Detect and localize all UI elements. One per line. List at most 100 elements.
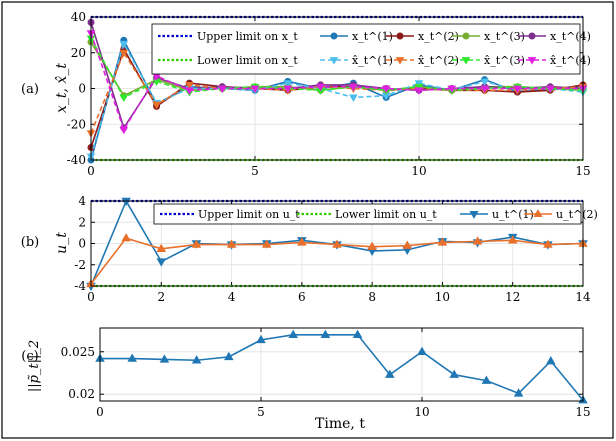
data-point [352,329,363,339]
data-point [283,85,293,94]
axes-frame [99,327,584,402]
data-point [437,237,448,246]
x-tick-label: 15 [575,164,590,178]
y-tick-label: 4 [78,194,86,208]
y-axis-label: u_t [54,232,70,254]
legend-marker [461,57,471,65]
data-point [224,351,234,361]
legend-label: x̂_t^(3) [484,54,525,67]
x-tick-label: 10 [435,290,450,304]
data-point [414,83,424,92]
data-point [349,94,358,103]
x-tick-label: 10 [411,164,426,178]
data-point [127,353,137,362]
panel-tag-c: (c) [21,349,38,364]
x-tick-label: 5 [257,405,265,419]
legend-label: x̂_t^(2) [418,54,459,67]
data-point [297,237,307,246]
data-point [414,80,424,88]
data-point [545,85,555,94]
x-tick-label: 2 [157,290,165,304]
data-point [402,240,413,249]
data-point [543,239,553,248]
data-point [385,369,395,378]
y-tick-label: 0.02 [68,387,95,401]
legend-label: x̂_t^(4) [550,54,591,67]
legend-limit-label: Upper limit on x_t [197,30,298,43]
data-point [156,258,167,267]
x-tick-label: 0 [87,290,95,304]
data-point [217,85,227,94]
axes-frame [90,16,584,161]
y-tick-label: -4 [74,279,86,293]
x-tick-label: 0 [96,405,104,419]
data-point [250,85,260,94]
data-point [283,80,293,88]
y-tick-label: 0.025 [61,345,95,359]
legend-label: x_t^(4) [550,30,591,43]
legend-marker [330,32,338,40]
data-point [480,78,489,86]
legend-marker [527,57,537,65]
data-point [152,101,161,110]
data-point [367,241,377,250]
legend: Upper limit on x_t Lower limit on x_t x_t^… [151,23,591,75]
y-tick-label: 20 [71,46,86,60]
series-line [90,41,584,157]
x-tick-label: 14 [575,290,591,304]
data-point [513,85,522,94]
data-point [513,388,524,397]
x-tick-label: 4 [228,290,236,304]
data-point [481,375,492,384]
legend-limit-label: Lower limit on u_t [335,208,437,221]
data-point [349,83,358,92]
data-point [185,87,194,95]
data-point [256,334,266,344]
data-point [480,85,489,94]
panel-b: 0 2 4 6 8 10 12 14 -4 -2 0 2 4 (b) u_t Upper limit on u… [21,194,598,304]
y-tick-label: 0 [78,237,86,251]
data-point [185,82,194,90]
series-line [100,333,584,401]
x-tick-label: 15 [575,405,590,419]
x-tick-label: 8 [368,290,376,304]
data-point [316,83,325,92]
legend-label: x̂_t^(1) [352,54,393,67]
legend-marker [528,32,536,40]
legend-marker [329,57,339,65]
data-point [381,85,391,94]
legend-marker [469,210,479,219]
legend-box [151,23,581,75]
data-point [121,197,131,207]
data-point [472,236,483,245]
x-tick-label: 0 [87,164,95,178]
data-point [119,40,129,49]
legend-label: u_t^(2) [556,208,598,221]
legend-limit-label: Lower limit on x_t [197,54,298,67]
legend-marker [533,209,543,218]
panel-tag-b: (b) [21,235,39,250]
y-tick-label: -20 [67,117,86,131]
data-point [261,239,272,248]
panel-a: 0 5 10 15 -40 -20 0 20 40 (a) x_t, x̂_t Upper limit… [21,10,591,178]
data-point [449,369,459,378]
legend: Upper limit on u_t Lower limit on u_t u_t^… [153,203,598,225]
panel-tag-a: (a) [21,82,39,97]
legend-limit-label: Upper limit on u_t [198,208,300,221]
y-tick-label: 0 [78,82,86,96]
x-tick-label: 12 [505,290,520,304]
y-tick-label: 40 [71,10,86,24]
data-point [288,329,298,339]
data-point [546,356,556,365]
x-tick-label: 10 [414,405,429,419]
y-axis-label: ||p̃_t||_2 [27,340,42,392]
legend-box [153,203,582,225]
legend-label: x_t^(2) [418,30,459,43]
legend-marker [396,32,404,40]
data-point [119,94,129,103]
legend-label: x_t^(3) [484,30,525,43]
legend-label: u_t^(1) [492,208,534,221]
panel-c: 0 5 10 15 0.02 0.025 (c)||p̃_t||_2 Time, t [21,327,591,432]
series-line [90,38,584,99]
data-point [447,85,457,94]
